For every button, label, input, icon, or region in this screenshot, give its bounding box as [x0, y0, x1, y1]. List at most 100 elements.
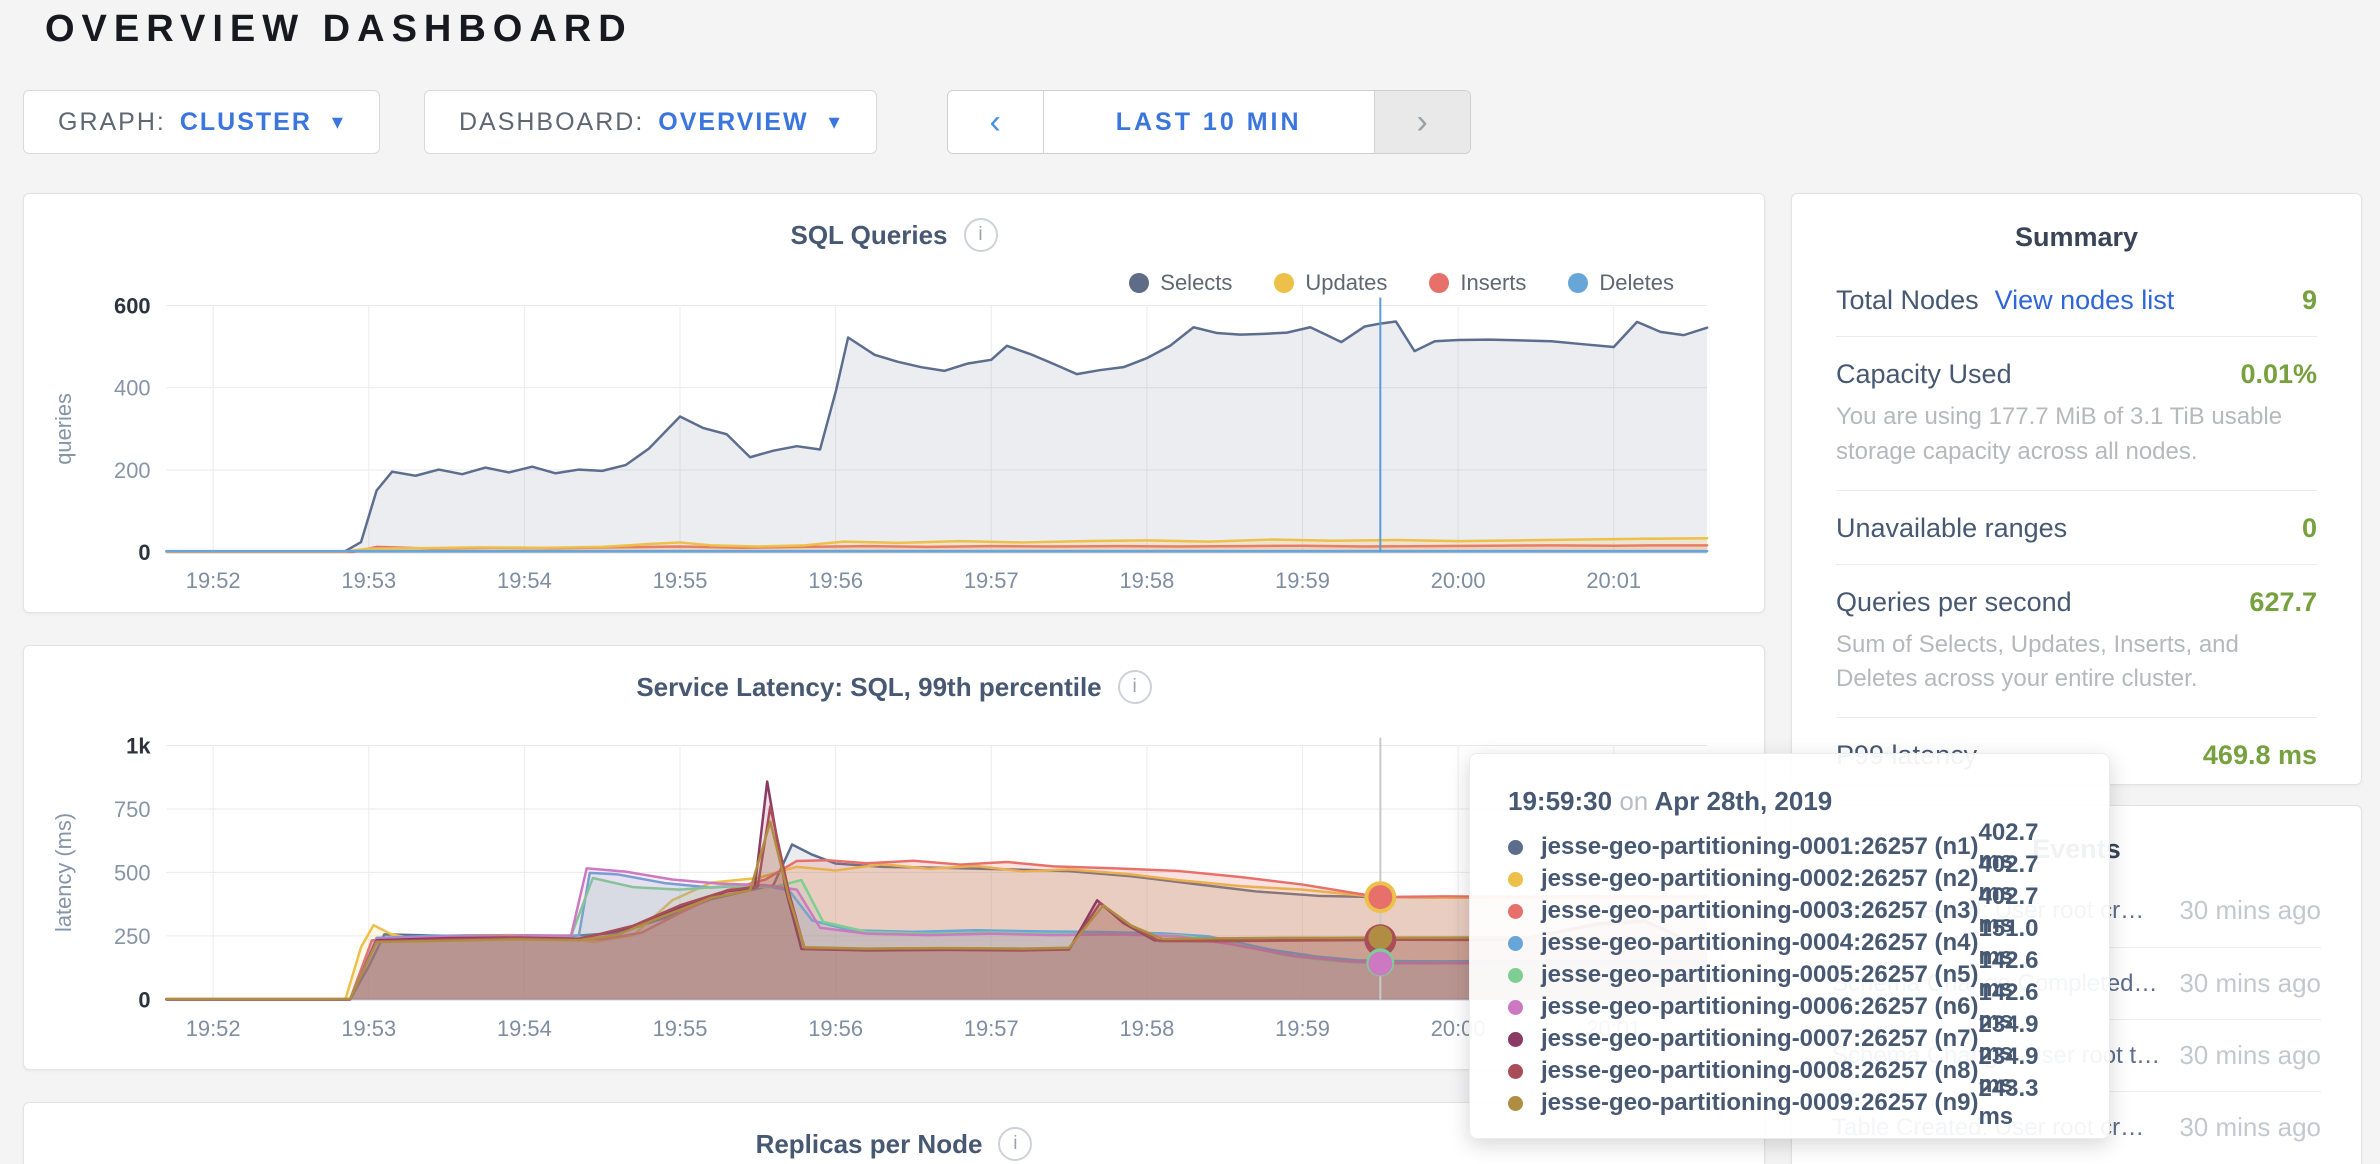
tooltip-row: jesse-geo-partitioning-0005:26257 (n5) 14…	[1508, 947, 2071, 1002]
x-tick-label: 19:55	[653, 1016, 708, 1041]
chevron-right-icon: ›	[1416, 102, 1428, 141]
legend-label: Selects	[1160, 270, 1233, 295]
range-label[interactable]: LAST 10 MIN	[1043, 91, 1374, 153]
x-tick-label: 19:56	[808, 568, 863, 593]
prev-range-button[interactable]: ‹	[947, 91, 1044, 153]
node-name: jesse-geo-partitioning-0006:26257 (n6)	[1541, 993, 1979, 1020]
tooltip-rows: jesse-geo-partitioning-0001:26257 (n1) 40…	[1508, 819, 2071, 1130]
series-area-n9	[166, 821, 1708, 1000]
info-icon[interactable]: i	[998, 1127, 1033, 1161]
dashboard-dropdown-label: DASHBOARD:	[458, 107, 645, 136]
summary-panel: Summary Total Nodes View nodes list 9 Capac…	[1791, 193, 2362, 785]
latency-chart[interactable]: 19:52 19:53 19:54 19:55 19:56 19:57 19:58 19:59…	[24, 646, 1764, 1069]
y-tick-label: 400	[114, 376, 151, 401]
node-value: 402.7 ms	[1978, 883, 2039, 938]
legend-dot	[1429, 273, 1450, 293]
info-icon[interactable]: i	[963, 218, 998, 252]
node-value: 142.6 ms	[1978, 979, 2039, 1034]
node-name: jesse-geo-partitioning-0009:26257 (n9)	[1541, 1089, 1979, 1116]
legend-label: Inserts	[1460, 270, 1527, 295]
graph-dropdown-value: CLUSTER	[179, 107, 312, 136]
legend-label: Deletes	[1599, 270, 1674, 295]
summary-row: Unavailable ranges 0	[1836, 489, 2317, 564]
chart-tooltip: 19:59:30 on Apr 28th, 2019 jesse-geo-par…	[1469, 753, 2110, 1139]
x-tick-label: 19:54	[497, 1016, 552, 1041]
dashboard-controls: GRAPH: CLUSTER ▾ DASHBOARD: OVERVIEW ▾ ‹…	[23, 90, 1471, 154]
node-name: jesse-geo-partitioning-0002:26257 (n2)	[1541, 865, 1979, 892]
page-title: OVERVIEW DASHBOARD	[45, 8, 633, 50]
x-tick-label: 19:59	[1275, 1016, 1330, 1041]
timerange-control: ‹ LAST 10 MIN ›	[946, 90, 1471, 154]
y-tick-label: 250	[114, 924, 151, 949]
sql-legend: Selects Updates Inserts Deletes	[1129, 270, 1674, 296]
node-name: jesse-geo-partitioning-0004:26257 (n4)	[1541, 929, 1979, 956]
x-tick-label: 19:52	[186, 1016, 241, 1041]
tooltip-row: jesse-geo-partitioning-0008:26257 (n8) 23…	[1508, 1043, 2071, 1098]
series-line-Updates	[165, 537, 1709, 553]
tooltip-date: Apr 28th, 2019	[1654, 786, 1833, 816]
x-tick-label: 19:58	[1120, 1016, 1175, 1041]
summary-rows: Total Nodes View nodes list 9 Capacity Used…	[1792, 263, 2361, 791]
series-dot	[1508, 935, 1523, 951]
node-value: 234.9 ms	[1978, 1043, 2039, 1098]
info-icon[interactable]: i	[1117, 670, 1152, 704]
sql-chart-title: SQL Queries	[790, 219, 948, 250]
x-tick-label: 19:57	[964, 1016, 1019, 1041]
series-dot	[1508, 871, 1523, 887]
sql-queries-chart[interactable]: 19:52 19:53 19:54 19:55 19:56 19:57 19:58 19:59…	[24, 194, 1764, 612]
x-tick-label: 19:53	[341, 1016, 396, 1041]
node-value: 142.6 ms	[1978, 947, 2039, 1002]
summary-label: Unavailable ranges	[1836, 512, 2068, 543]
hover-dot	[1368, 951, 1393, 976]
x-tick-label: 19:57	[964, 568, 1019, 593]
summary-label: Capacity Used	[1836, 359, 2012, 389]
series-area-Selects	[166, 321, 1708, 553]
y-tick-label: 600	[114, 293, 151, 318]
node-value: 402.7 ms	[1978, 819, 2039, 874]
y-axis-label: latency (ms)	[51, 813, 76, 932]
series-area-n5	[166, 878, 1708, 1000]
dashboard-dropdown-value: OVERVIEW	[658, 107, 809, 136]
summary-title: Summary	[2014, 222, 2139, 252]
node-value: 402.7 ms	[1978, 851, 2039, 906]
node-name: jesse-geo-partitioning-0007:26257 (n7)	[1541, 1025, 1979, 1052]
legend-item: Deletes	[1568, 270, 1674, 296]
x-tick-label: 19:56	[808, 1016, 863, 1041]
x-tick-label: 20:01	[1586, 568, 1641, 593]
graph-dropdown[interactable]: GRAPH: CLUSTER ▾	[23, 90, 380, 154]
series-dot	[1508, 1031, 1523, 1047]
series-area-n6	[166, 868, 1708, 1000]
next-range-button[interactable]: ›	[1373, 91, 1470, 153]
y-tick-label: 0	[138, 987, 150, 1012]
series-line-n9	[165, 820, 1709, 1001]
legend-dot	[1129, 273, 1150, 293]
x-tick-label: 20:00	[1431, 568, 1486, 593]
series-dot	[1508, 999, 1523, 1015]
series-dot	[1508, 1095, 1523, 1111]
latency-chart-title: Service Latency: SQL, 99th percentile	[636, 671, 1102, 702]
series-area-n7	[166, 781, 1708, 1000]
summary-subtext: Sum of Selects, Updates, Inserts, and De…	[1836, 630, 2239, 693]
summary-row: Total Nodes View nodes list 9	[1836, 263, 2317, 336]
tooltip-row: jesse-geo-partitioning-0006:26257 (n6) 14…	[1508, 979, 2071, 1034]
summary-value: 627.7	[2249, 586, 2317, 617]
dashboard-dropdown[interactable]: DASHBOARD: OVERVIEW ▾	[423, 90, 877, 154]
node-name: jesse-geo-partitioning-0001:26257 (n1)	[1541, 833, 1979, 860]
summary-value: 0	[2301, 512, 2317, 543]
x-tick-label: 19:54	[497, 568, 552, 593]
summary-subtext: You are using 177.7 MiB of 3.1 TiB usabl…	[1836, 403, 2283, 465]
view-nodes-link[interactable]: View nodes list	[1994, 285, 2175, 315]
series-line-Selects	[165, 320, 1709, 553]
chevron-down-icon: ▾	[828, 109, 842, 134]
sql-queries-panel: SQL Queries i Selects Updates Inserts Delet…	[23, 193, 1765, 613]
series-dot	[1508, 1063, 1523, 1079]
node-name: jesse-geo-partitioning-0005:26257 (n5)	[1541, 961, 1979, 988]
y-tick-label: 1k	[126, 733, 151, 758]
hover-dot	[1368, 885, 1393, 910]
tooltip-row: jesse-geo-partitioning-0002:26257 (n2) 40…	[1508, 851, 2071, 906]
node-name: jesse-geo-partitioning-0003:26257 (n3)	[1541, 897, 1979, 924]
graph-dropdown-label: GRAPH:	[58, 107, 166, 136]
series-line-n6	[165, 867, 1709, 1001]
series-dot	[1508, 967, 1523, 983]
legend-dot	[1274, 273, 1295, 293]
